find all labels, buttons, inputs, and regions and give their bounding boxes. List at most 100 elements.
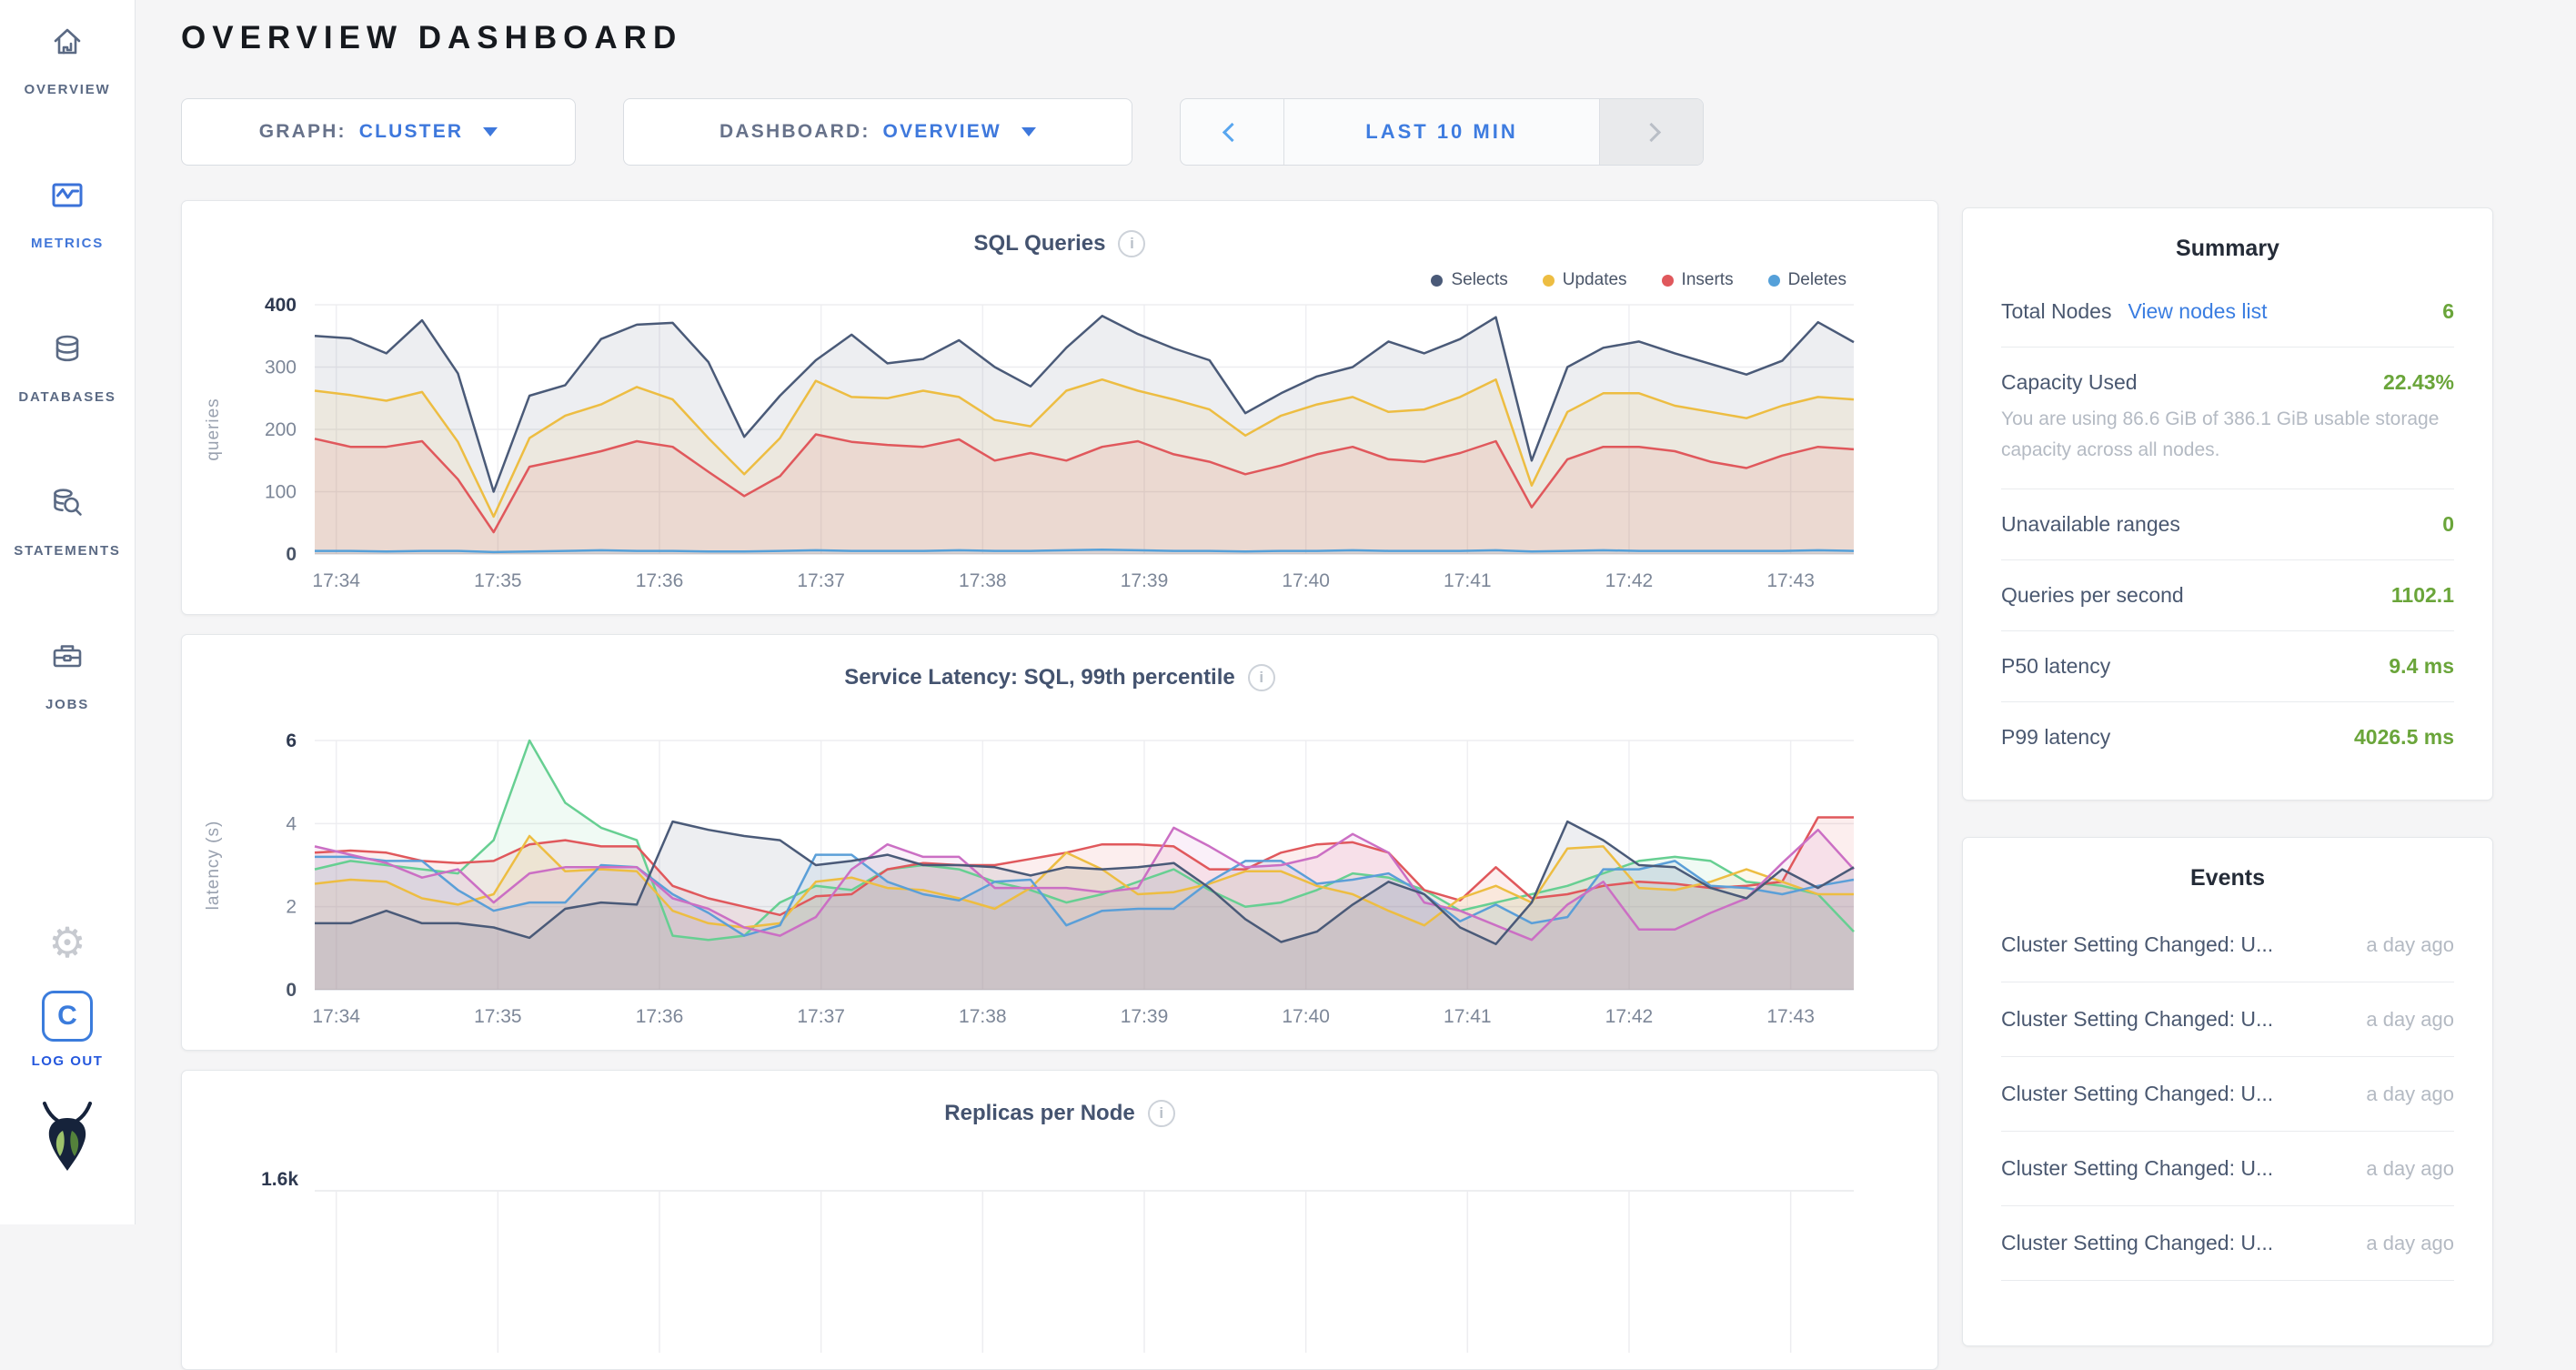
p99-latency-value: 4026.5 ms [2354,725,2454,750]
svg-text:latency (s): latency (s) [204,821,223,911]
info-icon[interactable]: i [1147,1100,1175,1127]
sidebar-item-label: METRICS [30,236,105,251]
legend-dot-icon [1661,274,1674,287]
event-link[interactable]: Cluster Setting Changed: U... [2001,1007,2274,1032]
sidebar-item-statements[interactable]: STATEMENTS [14,485,120,559]
sql-queries-chart-card: SQL Queries i Selects Updates Inserts Delet… [181,200,1938,615]
summary-title: Summary [2176,236,2279,261]
event-link[interactable]: Cluster Setting Changed: U... [2001,932,2274,957]
view-nodes-list-link[interactable]: View nodes list [2128,299,2268,323]
dashboard-dropdown-value: OVERVIEW [882,121,1001,142]
summary-row-capacity: Capacity Used 22.43% You are using 86.6 … [2001,348,2454,490]
svg-text:100: 100 [265,482,297,503]
chart-legend: Selects Updates Inserts Deletes [182,268,1937,292]
summary-row-p50: P50 latency 9.4 ms [2001,631,2454,703]
time-range-selector: LAST 10 MIN [1180,98,1704,166]
time-prev-button[interactable] [1181,99,1284,165]
event-timestamp: a day ago [2366,932,2454,956]
graph-dropdown[interactable]: GRAPH: CLUSTER [181,98,576,166]
svg-text:17:36: 17:36 [636,570,684,591]
replicas-per-node-chart-card: Replicas per Node i 1.6k [181,1070,1938,1370]
event-row: Cluster Setting Changed: U... a day ago [2001,1132,2454,1207]
legend-dot-icon [1542,274,1555,287]
right-column: Summary Total Nodes View nodes list 6 Ca… [1962,207,2493,1347]
sidebar-item-databases[interactable]: DATABASES [18,331,116,405]
legend-label: Inserts [1681,270,1734,289]
p50-latency-value: 9.4 ms [2389,654,2454,679]
settings-gear-icon[interactable]: ⚙ [48,919,86,966]
svg-text:17:39: 17:39 [1121,570,1169,591]
svg-text:17:43: 17:43 [1766,1006,1815,1027]
summary-row-qps: Queries per second 1102.1 [2001,560,2454,632]
legend-label: Selects [1451,270,1508,289]
capacity-value: 22.43% [2382,370,2454,394]
svg-text:17:35: 17:35 [474,1006,522,1027]
service-latency-chart-card: Service Latency: SQL, 99th percentile i … [181,634,1938,1051]
unavailable-ranges-value: 0 [2442,512,2454,537]
legend-dot-icon [1431,274,1444,287]
svg-text:17:40: 17:40 [1282,570,1330,591]
charts-column: SQL Queries i Selects Updates Inserts Delet… [181,200,1938,1370]
metrics-chart-icon [48,177,86,214]
event-link[interactable]: Cluster Setting Changed: U... [2001,1156,2274,1181]
summary-row-p99: P99 latency 4026.5 ms [2001,702,2454,772]
svg-text:17:42: 17:42 [1605,1006,1654,1027]
service-latency-chart[interactable]: 0 2 4 6 17:34 17:35 17:36 17:37 17:38 17:39 17:40 1… [182,733,1936,1033]
svg-text:0: 0 [286,980,297,1001]
svg-text:17:41: 17:41 [1444,570,1492,591]
info-icon[interactable]: i [1247,664,1275,691]
event-timestamp: a day ago [2366,1007,2454,1031]
legend-item[interactable]: Inserts [1661,270,1734,290]
event-link[interactable]: Cluster Setting Changed: U... [2001,1231,2274,1255]
replicas-per-node-chart[interactable]: 1.6k [182,1153,1936,1353]
svg-text:17:38: 17:38 [959,570,1007,591]
svg-text:17:38: 17:38 [959,1006,1007,1027]
summary-row-unavailable-ranges: Unavailable ranges 0 [2001,489,2454,561]
legend-dot-icon [1767,274,1780,287]
event-timestamp: a day ago [2366,1231,2454,1254]
svg-text:17:40: 17:40 [1282,1006,1330,1027]
chart-title: Service Latency: SQL, 99th percentile [844,665,1235,690]
sidebar-item-jobs[interactable]: JOBS [45,639,89,712]
sidebar-item-overview[interactable]: OVERVIEW [25,24,111,97]
svg-text:200: 200 [265,419,297,440]
event-row: Cluster Setting Changed: U... a day ago [2001,1057,2454,1133]
sidebar-item-label: DATABASES [18,389,116,405]
svg-text:17:42: 17:42 [1605,570,1654,591]
svg-text:1.6k: 1.6k [261,1169,298,1190]
capacity-label: Capacity Used [2001,370,2138,394]
legend-label: Updates [1562,270,1627,289]
sql-queries-chart[interactable]: 0 100 200 300 400 17:34 17:35 17:36 17:37 17:38 17… [182,297,1936,598]
svg-text:17:35: 17:35 [474,570,522,591]
svg-text:17:37: 17:37 [797,1006,845,1027]
logout-button[interactable]: C LOG OUT [32,991,104,1069]
main-content: OVERVIEW DASHBOARD GRAPH: CLUSTER DASHBO… [136,0,2576,1370]
event-timestamp: a day ago [2366,1156,2454,1180]
time-next-button[interactable] [1599,99,1703,165]
summary-row-total-nodes: Total Nodes View nodes list 6 [2001,277,2454,348]
time-range-value[interactable]: LAST 10 MIN [1365,120,1518,143]
svg-text:17:34: 17:34 [312,1006,360,1027]
p50-latency-label: P50 latency [2001,654,2111,679]
sidebar-item-label: OVERVIEW [24,82,111,97]
svg-text:2: 2 [286,897,297,918]
home-icon [48,24,86,60]
legend-item[interactable]: Updates [1542,270,1627,290]
unavailable-ranges-label: Unavailable ranges [2001,512,2180,537]
sidebar-item-metrics[interactable]: METRICS [31,177,104,251]
svg-text:17:39: 17:39 [1121,1006,1169,1027]
dashboard-dropdown[interactable]: DASHBOARD: OVERVIEW [623,98,1132,166]
graph-dropdown-label: GRAPH: [258,121,347,142]
briefcase-icon [48,639,86,675]
svg-text:300: 300 [265,358,297,378]
graph-dropdown-value: CLUSTER [358,121,464,142]
legend-item[interactable]: Selects [1431,270,1508,290]
svg-text:17:37: 17:37 [797,570,845,591]
info-icon[interactable]: i [1118,230,1146,257]
svg-text:17:41: 17:41 [1444,1006,1492,1027]
event-link[interactable]: Cluster Setting Changed: U... [2001,1082,2274,1106]
svg-text:queries: queries [204,398,223,460]
svg-text:17:43: 17:43 [1766,570,1815,591]
events-list: Cluster Setting Changed: U... a day ago Cl… [2001,908,2454,1282]
legend-item[interactable]: Deletes [1767,270,1846,290]
